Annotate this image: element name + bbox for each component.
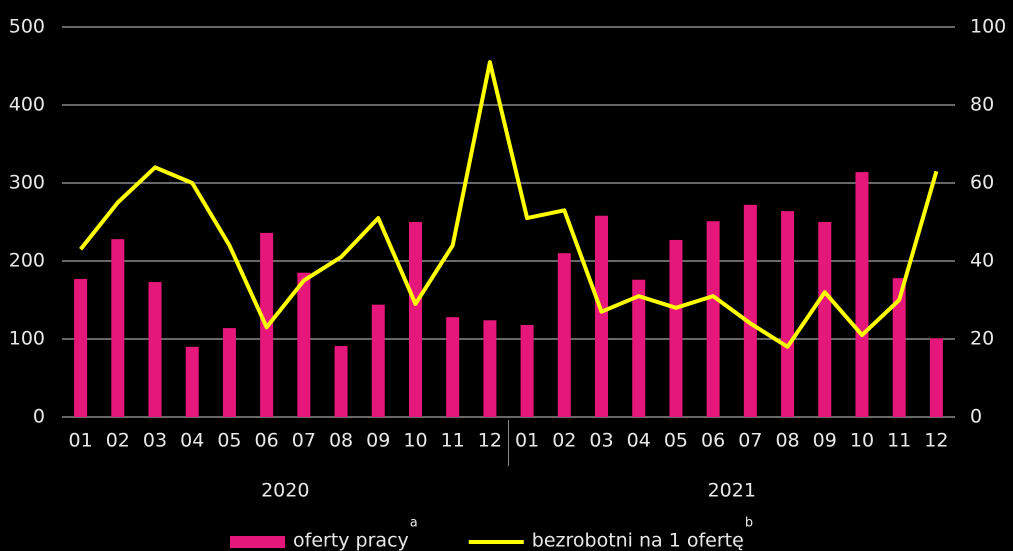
bar xyxy=(520,324,534,417)
y2-tick-label: 0 xyxy=(970,406,982,428)
bar xyxy=(632,279,646,417)
y2-tick-label: 100 xyxy=(970,16,1006,38)
x-tick-label: 09 xyxy=(813,430,837,452)
bar xyxy=(669,239,683,417)
x-tick-label: 12 xyxy=(924,430,948,452)
x-tick-label: 02 xyxy=(552,430,576,452)
x-tick-label: 11 xyxy=(441,430,465,452)
x-tick-label: 07 xyxy=(292,430,316,452)
line xyxy=(79,60,939,349)
bar xyxy=(743,204,757,417)
bar xyxy=(892,278,906,417)
x-tick-label: 05 xyxy=(217,430,241,452)
x-tick-label: 12 xyxy=(478,430,502,452)
legend-note: a xyxy=(410,516,418,531)
x-tick-label: 10 xyxy=(850,430,874,452)
x-tick-label: 01 xyxy=(69,430,93,452)
bar xyxy=(595,215,609,417)
x-tick-label: 02 xyxy=(106,430,130,452)
bar xyxy=(818,222,832,417)
y2-tick-label: 60 xyxy=(970,172,994,194)
y2-tick-label: 80 xyxy=(970,94,994,116)
y-tick-label: 400 xyxy=(9,94,45,116)
bar xyxy=(408,222,422,417)
y-tick-label: 500 xyxy=(9,16,45,38)
legend-label: bezrobotni na 1 ofertę xyxy=(532,530,744,551)
x-tick-label: 08 xyxy=(329,430,353,452)
bar xyxy=(222,328,236,417)
bar xyxy=(371,304,385,417)
x-tick-label: 04 xyxy=(627,430,651,452)
bar xyxy=(185,346,199,417)
bar xyxy=(74,278,88,417)
bar xyxy=(781,211,795,417)
y-tick-label: 300 xyxy=(9,172,45,194)
x-tick-label: 07 xyxy=(738,430,762,452)
x-tick-label: 06 xyxy=(701,430,725,452)
bar xyxy=(297,272,311,417)
x-group-label: 2021 xyxy=(708,480,756,502)
bar xyxy=(111,239,125,417)
y2-tick-label: 20 xyxy=(970,328,994,350)
bar xyxy=(148,282,162,417)
y2-tick-label: 40 xyxy=(970,250,994,272)
bar xyxy=(334,346,348,417)
x-tick-label: 10 xyxy=(403,430,427,452)
x-tick-label: 01 xyxy=(515,430,539,452)
bar xyxy=(929,338,943,417)
legend-note: b xyxy=(745,516,753,531)
legend-swatch xyxy=(230,536,285,548)
y-tick-label: 0 xyxy=(33,406,45,428)
x-tick-label: 08 xyxy=(775,430,799,452)
x-tick-label: 11 xyxy=(887,430,911,452)
x-tick-label: 04 xyxy=(180,430,204,452)
bar xyxy=(855,172,869,417)
bar xyxy=(446,317,460,417)
x-tick-label: 09 xyxy=(366,430,390,452)
legend-label: oferty pracy xyxy=(293,530,409,551)
bar xyxy=(483,320,497,417)
y-tick-label: 200 xyxy=(9,250,45,272)
x-group-label: 2020 xyxy=(261,480,309,502)
bar xyxy=(706,221,720,417)
y-tick-label: 100 xyxy=(9,328,45,350)
x-tick-label: 03 xyxy=(143,430,167,452)
bar xyxy=(557,253,571,417)
x-tick-label: 06 xyxy=(255,430,279,452)
x-tick-label: 05 xyxy=(664,430,688,452)
x-tick-label: 03 xyxy=(589,430,613,452)
